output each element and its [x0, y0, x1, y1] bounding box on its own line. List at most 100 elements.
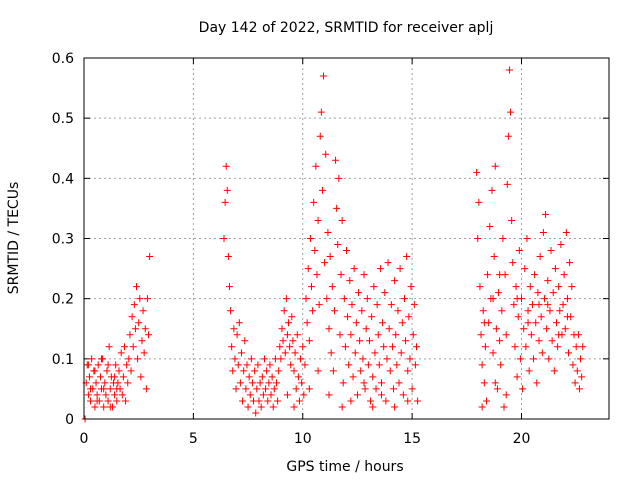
data-point: [138, 337, 146, 345]
data-point: [477, 331, 485, 339]
data-point: [225, 283, 233, 291]
data-point: [386, 367, 394, 375]
data-point: [126, 331, 134, 339]
data-point: [103, 367, 111, 375]
data-point: [526, 283, 534, 291]
data-point: [289, 337, 297, 345]
data-point: [371, 349, 379, 357]
data-point: [238, 349, 245, 357]
data-point: [525, 367, 533, 375]
data-point: [479, 307, 487, 315]
data-point: [368, 313, 376, 321]
data-point: [364, 361, 372, 369]
data-point: [545, 355, 553, 363]
data-point: [499, 235, 507, 242]
y-tick-label: 0.3: [52, 232, 74, 248]
data-point: [490, 253, 498, 261]
data-point: [531, 271, 539, 279]
data-point: [361, 385, 369, 393]
data-point: [495, 289, 503, 297]
data-point: [498, 307, 506, 315]
data-point: [533, 379, 541, 387]
data-point: [346, 277, 354, 285]
x-tick-label: 20: [513, 431, 531, 447]
data-point: [246, 391, 254, 399]
data-point: [277, 355, 285, 363]
data-point: [384, 259, 392, 267]
data-point: [329, 367, 337, 375]
data-point: [338, 216, 346, 224]
data-point: [259, 391, 267, 399]
data-point: [522, 343, 530, 351]
data-point: [544, 277, 552, 285]
data-point: [311, 247, 319, 255]
data-point: [320, 72, 328, 80]
data-point: [344, 313, 352, 321]
data-point: [351, 349, 359, 357]
data-point: [232, 385, 240, 393]
data-point: [496, 337, 504, 345]
data-point: [492, 325, 500, 333]
data-point: [228, 343, 236, 351]
data-point: [524, 319, 532, 327]
data-point: [553, 319, 560, 327]
data-point: [93, 397, 101, 405]
data-point: [348, 301, 356, 309]
data-point: [104, 361, 112, 369]
data-point: [297, 355, 305, 363]
data-point: [93, 391, 101, 399]
data-point: [341, 343, 349, 351]
data-point: [91, 403, 99, 411]
axis-ticks: 0 0.1 0.2 0.3 0.4 0.5 0.6 0 5 10 15 20: [52, 51, 609, 447]
data-point: [374, 331, 382, 339]
data-point: [252, 409, 260, 417]
data-point: [85, 373, 93, 381]
data-point: [223, 186, 231, 194]
data-point: [390, 385, 398, 393]
data-point: [568, 283, 576, 291]
data-point: [330, 307, 338, 315]
data-point: [392, 331, 400, 339]
data-point: [326, 253, 334, 261]
data-point: [527, 331, 535, 339]
data-point: [507, 108, 515, 116]
data-point: [240, 367, 248, 375]
data-point: [520, 325, 528, 333]
data-point: [100, 403, 108, 411]
data-point: [379, 319, 387, 327]
data-point: [396, 265, 404, 273]
data-point: [262, 385, 270, 393]
data-point: [559, 301, 567, 309]
data-point: [535, 301, 543, 309]
data-point: [141, 325, 149, 333]
data-point: [91, 367, 99, 375]
data-point: [562, 228, 570, 236]
data-point: [260, 355, 268, 363]
data-point: [398, 319, 406, 327]
data-point: [489, 295, 497, 303]
data-point: [306, 235, 314, 242]
data-point: [563, 313, 571, 321]
data-point: [119, 373, 127, 381]
data-point: [530, 355, 538, 363]
data-point: [508, 216, 516, 224]
data-point: [266, 361, 274, 369]
data-point: [303, 319, 311, 327]
data-point: [302, 295, 310, 303]
data-point: [129, 343, 137, 351]
data-point: [537, 313, 545, 321]
data-point: [315, 301, 323, 309]
data-point: [569, 361, 577, 369]
data-point: [350, 265, 358, 273]
data-point: [335, 174, 343, 182]
data-point: [353, 391, 361, 399]
data-point: [281, 349, 289, 357]
data-point: [102, 391, 110, 399]
data-point: [413, 343, 420, 351]
data-point: [290, 403, 298, 411]
y-axis-title: SRMTID / TECUs: [6, 182, 22, 295]
data-point: [378, 391, 385, 399]
data-point: [123, 361, 131, 369]
data-point: [333, 204, 341, 212]
data-point: [291, 349, 299, 357]
